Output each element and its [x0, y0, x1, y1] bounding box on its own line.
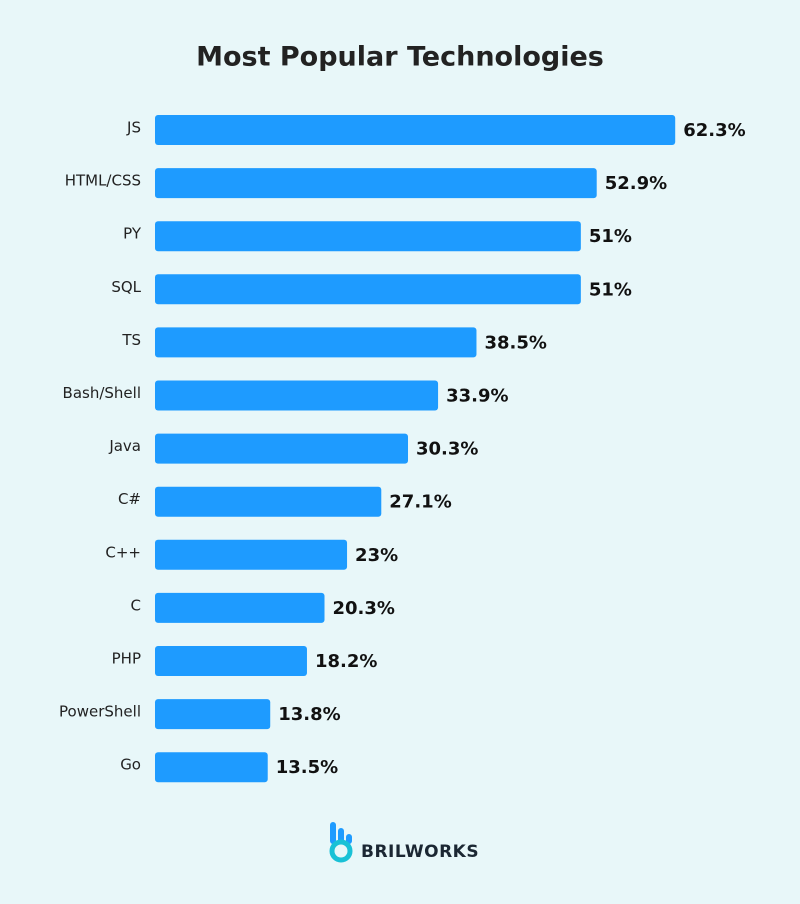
logo-text: BRILWORKS [361, 842, 479, 862]
bar [155, 752, 268, 783]
category-label: C# [118, 490, 141, 508]
bar [155, 327, 477, 358]
value-label: 23% [355, 545, 398, 566]
value-label: 13.5% [276, 757, 338, 778]
bar [155, 646, 307, 676]
bar [155, 168, 597, 199]
value-label: 30.3% [416, 439, 478, 460]
category-label: TS [121, 331, 141, 349]
bar [155, 539, 348, 570]
bar [155, 699, 271, 730]
category-label: JS [126, 119, 141, 137]
value-label: 51% [589, 279, 632, 300]
bar [155, 115, 676, 145]
bar [155, 380, 439, 411]
category-label: C [131, 596, 141, 614]
category-label: PHP [112, 650, 141, 668]
category-label: HTML/CSS [65, 172, 141, 190]
value-label: 62.3% [683, 120, 745, 141]
value-label: 33.9% [446, 386, 508, 407]
value-label: 20.3% [333, 598, 395, 619]
bar [155, 592, 325, 623]
bar [155, 274, 581, 305]
category-label: Go [120, 756, 141, 774]
value-label: 51% [589, 226, 632, 247]
value-label: 27.1% [389, 492, 451, 513]
category-label: PY [123, 225, 142, 243]
category-label: PowerShell [59, 703, 141, 721]
value-label: 18.2% [315, 651, 377, 672]
logo-icon [329, 822, 353, 863]
chart-title: Most Popular Technologies [196, 42, 604, 73]
category-label: Bash/Shell [63, 384, 141, 402]
category-label: C++ [105, 543, 141, 561]
value-label: 13.8% [278, 704, 340, 725]
value-label: 38.5% [484, 332, 546, 353]
bar [155, 221, 581, 252]
value-label: 52.9% [605, 173, 667, 194]
bar [155, 486, 382, 517]
bar [155, 433, 409, 464]
category-label: SQL [111, 278, 141, 296]
category-label: Java [108, 437, 141, 455]
